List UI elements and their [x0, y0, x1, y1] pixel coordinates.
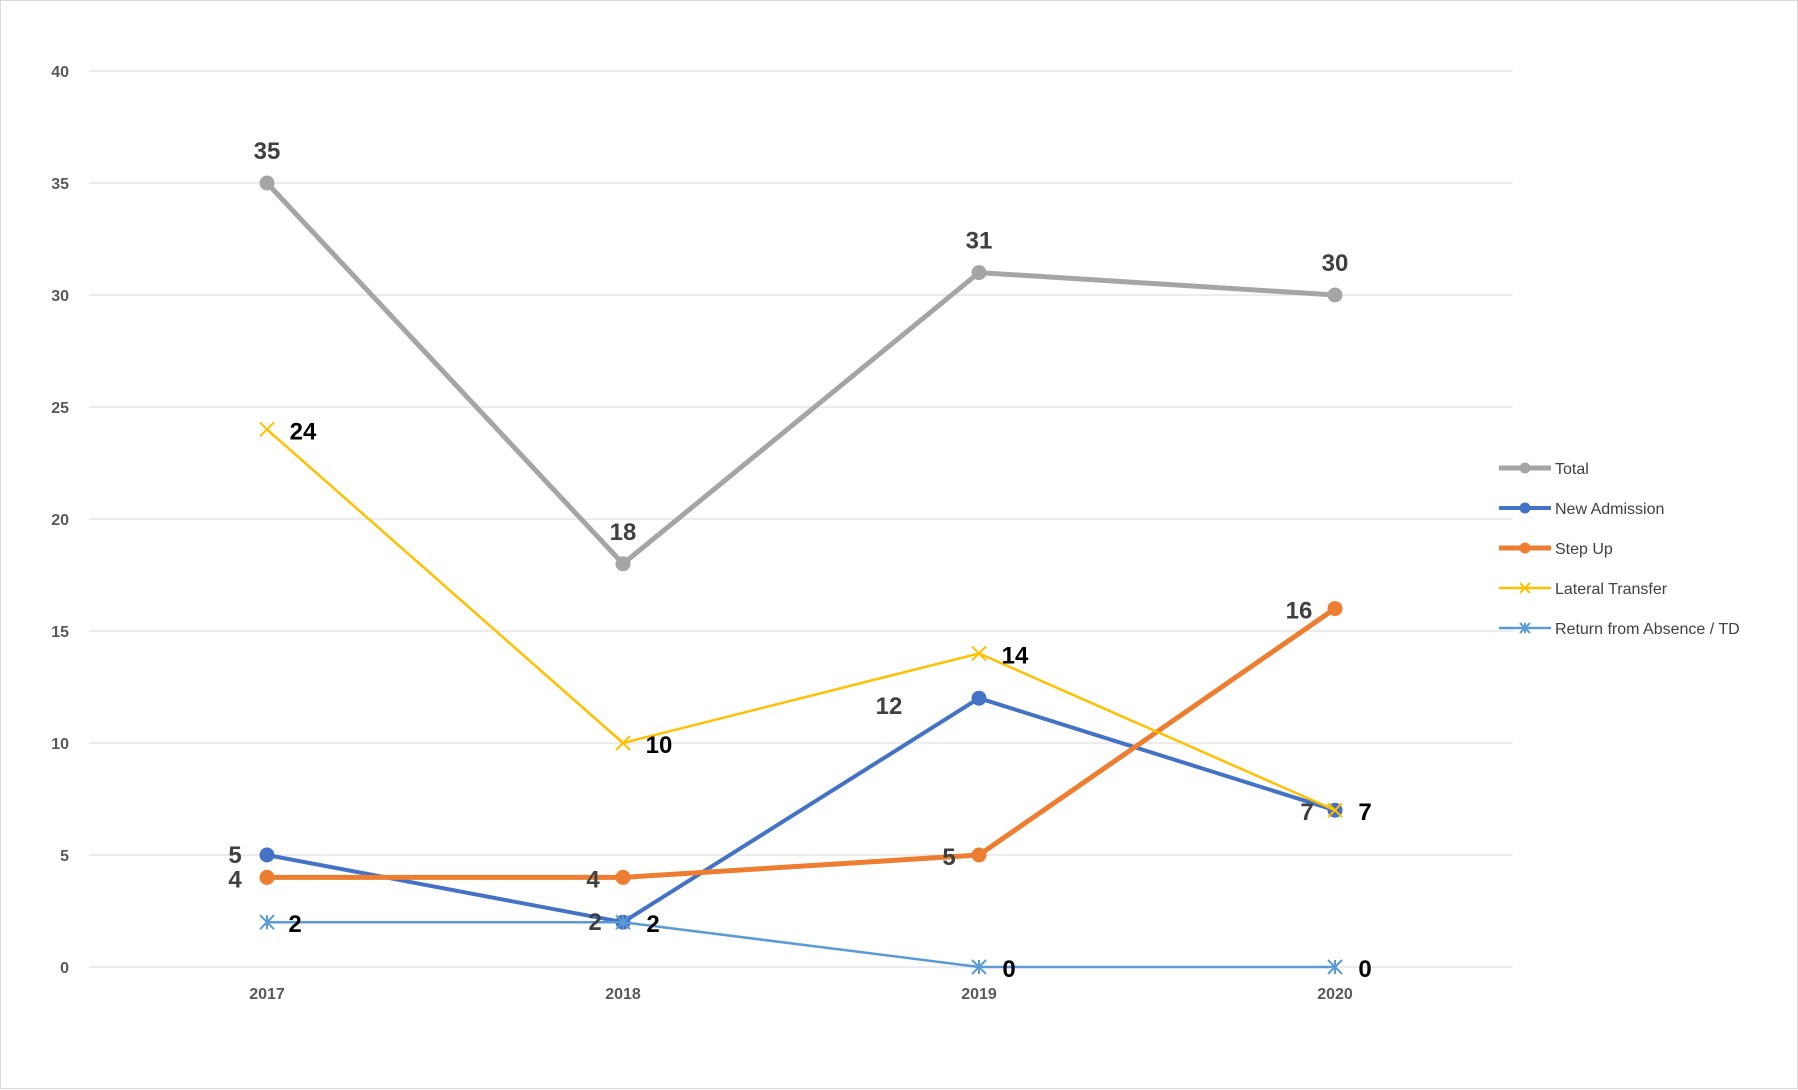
legend-marker: [1519, 542, 1531, 554]
y-tick-label: 30: [51, 288, 69, 305]
legend-marker: [1519, 582, 1531, 594]
data-label-total: 35: [254, 138, 281, 165]
legend-marker: [1519, 502, 1531, 514]
data-label-step-up: 16: [1286, 598, 1313, 625]
data-label-total: 18: [610, 519, 637, 546]
x-tick-label: 2017: [249, 986, 285, 1003]
data-point-lateral-transfer: [971, 645, 987, 662]
series-line-return-from-absence-td: [265, 920, 1337, 969]
legend-label: Step Up: [1555, 541, 1613, 558]
legend-label: New Admission: [1555, 501, 1664, 518]
data-label-lateral-transfer: 7: [1358, 799, 1371, 826]
series-return-from-absence-td: [259, 914, 1343, 975]
series-line-lateral-transfer: [265, 428, 1337, 812]
data-label-new-admission: 7: [1300, 799, 1313, 826]
series-line-new-admission: [265, 696, 1337, 925]
series-new-admission: [259, 690, 1343, 930]
data-label-new-admission: 5: [228, 842, 241, 869]
data-point-total: [971, 265, 987, 281]
data-label-lateral-transfer: 24: [290, 418, 317, 445]
legend-item-lateral-transfer: Lateral Transfer: [1499, 581, 1668, 598]
data-label-step-up: 4: [228, 866, 242, 893]
series-lateral-transfer: [259, 421, 1343, 818]
y-tick-label: 15: [51, 624, 69, 641]
data-point-lateral-transfer: [259, 421, 275, 438]
data-label-new-admission: 2: [588, 909, 601, 936]
data-point-return-from-absence-td: [259, 914, 275, 930]
gridlines: [89, 70, 1513, 968]
data-point-new-admission: [971, 690, 987, 706]
legend-item-total: Total: [1499, 461, 1589, 478]
legend-marker: [1519, 622, 1531, 634]
data-label-step-up: 4: [586, 866, 600, 893]
data-label-total: 31: [966, 228, 993, 255]
y-tick-label: 0: [60, 960, 69, 977]
data-point-lateral-transfer: [615, 735, 631, 751]
data-label-return-from-absence-td: 0: [1002, 956, 1015, 983]
legend-item-return-from-absence-td: Return from Absence / TD: [1499, 621, 1740, 638]
data-point-step-up: [971, 847, 987, 863]
y-tick-label: 40: [51, 64, 69, 81]
y-tick-label: 25: [51, 400, 69, 417]
series-total: [259, 175, 1343, 572]
data-label-new-admission: 12: [876, 693, 903, 720]
data-point-step-up: [259, 869, 275, 885]
y-tick-label: 5: [60, 848, 69, 865]
data-label-lateral-transfer: 14: [1002, 642, 1029, 669]
series-line-total: [264, 180, 1338, 567]
y-axis-tick-labels: 0 5 10 15 20 25 30 35 40: [51, 64, 69, 977]
data-label-return-from-absence-td: 0: [1358, 956, 1371, 983]
data-point-total: [615, 556, 631, 572]
legend-marker: [1519, 462, 1531, 474]
x-axis-tick-labels: 2017 2018 2019 2020: [249, 986, 1353, 1003]
x-tick-label: 2019: [961, 986, 997, 1003]
y-tick-label: 10: [51, 736, 69, 753]
legend-label: Total: [1555, 461, 1589, 478]
y-tick-label: 35: [51, 176, 69, 193]
x-tick-label: 2020: [1317, 986, 1353, 1003]
legend-label: Lateral Transfer: [1555, 581, 1668, 598]
legend-label: Return from Absence / TD: [1555, 621, 1740, 638]
data-point-new-admission: [259, 847, 275, 863]
data-label-total: 30: [1322, 250, 1349, 277]
data-label-step-up: 5: [942, 844, 955, 871]
series-lines: [259, 175, 1343, 975]
legend: Total New Admission Step Up Lateral Transfe…: [1499, 461, 1740, 638]
x-tick-label: 2018: [605, 986, 641, 1003]
data-point-return-from-absence-td: [615, 914, 631, 930]
legend-item-new-admission: New Admission: [1499, 501, 1664, 518]
data-point-return-from-absence-td: [971, 959, 987, 975]
legend-item-step-up: Step Up: [1499, 541, 1613, 558]
data-label-lateral-transfer: 10: [646, 732, 673, 759]
data-point-total: [1327, 287, 1343, 303]
data-point-lateral-transfer: [1327, 802, 1343, 818]
data-point-step-up: [1327, 601, 1343, 617]
data-point-step-up: [615, 869, 631, 885]
data-point-return-from-absence-td: [1327, 959, 1343, 975]
data-point-total: [259, 175, 275, 191]
y-tick-label: 20: [51, 512, 69, 529]
data-label-return-from-absence-td: 2: [288, 911, 301, 938]
data-label-return-from-absence-td: 2: [646, 911, 659, 938]
